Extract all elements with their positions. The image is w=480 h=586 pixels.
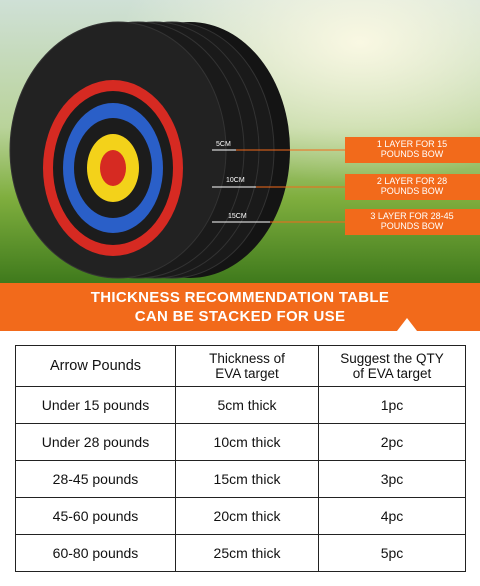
table-cell: 3pc <box>318 460 466 498</box>
callout-text: 1 LAYER FOR 15 <box>377 139 447 149</box>
header-text: Thickness of <box>209 351 285 366</box>
callout-text: POUNDS BOW <box>381 149 444 159</box>
table-cell: 20cm thick <box>175 497 319 535</box>
table-row: 28-45 pounds 15cm thick 3pc <box>15 460 466 498</box>
table-cell: 1pc <box>318 386 466 424</box>
header-cell: Thickness of EVA target <box>175 345 319 387</box>
table-row: Under 15 pounds 5cm thick 1pc <box>15 386 466 424</box>
table-cell: 4pc <box>318 497 466 535</box>
header-row: Arrow Pounds Thickness of EVA target Sugges… <box>15 345 466 387</box>
callout-box <box>345 174 480 200</box>
callout-text: POUNDS BOW <box>381 221 444 231</box>
table-row: 45-60 pounds 20cm thick 4pc <box>15 497 466 535</box>
callout-box <box>345 137 480 163</box>
table-cell: Under 28 pounds <box>15 423 176 461</box>
callout-box <box>345 209 480 235</box>
callout-text: 3 LAYER FOR 28-45 <box>370 211 453 221</box>
table-cell: 2pc <box>318 423 466 461</box>
banner-line: THICKNESS RECOMMENDATION TABLE <box>90 289 390 306</box>
notch <box>397 318 417 331</box>
banner: THICKNESS RECOMMENDATION TABLE CAN BE ST… <box>0 283 480 331</box>
table-cell: 15cm thick <box>175 460 319 498</box>
header-cell: Suggest the QTY of EVA target <box>318 345 466 387</box>
header-text: EVA target <box>215 366 279 381</box>
table-cell: 45-60 pounds <box>15 497 176 535</box>
target <box>9 21 290 279</box>
table-cell: 28-45 pounds <box>15 460 176 498</box>
table-cell: 25cm thick <box>175 534 319 572</box>
table-cell: Under 15 pounds <box>15 386 176 424</box>
table-cell: 10cm thick <box>175 423 319 461</box>
header-text: Arrow Pounds <box>49 357 142 374</box>
measure-label: 5CM <box>216 141 231 148</box>
header-text: of EVA target <box>352 366 432 381</box>
table-row: Under 28 pounds 10cm thick 2pc <box>15 423 466 461</box>
banner-line: CAN BE STACKED FOR USE <box>134 308 346 325</box>
measure-label: 15CM <box>228 213 247 220</box>
measure-label: 10CM <box>226 177 245 184</box>
table-cell: 60-80 pounds <box>15 534 176 572</box>
table-cell: 5cm thick <box>175 386 319 424</box>
callout-text: POUNDS BOW <box>381 186 444 196</box>
measure-lines <box>212 149 270 223</box>
recommendation-table: Arrow Pounds Thickness of EVA target Sugges… <box>15 345 466 572</box>
table-cell: 5pc <box>318 534 466 572</box>
callout-text: 2 LAYER FOR 28 <box>377 176 447 186</box>
leader-lines <box>236 149 345 223</box>
header-text: Suggest the QTY <box>340 351 444 366</box>
table-row: 60-80 pounds 25cm thick 5pc <box>15 534 466 572</box>
header-cell: Arrow Pounds <box>15 345 176 387</box>
